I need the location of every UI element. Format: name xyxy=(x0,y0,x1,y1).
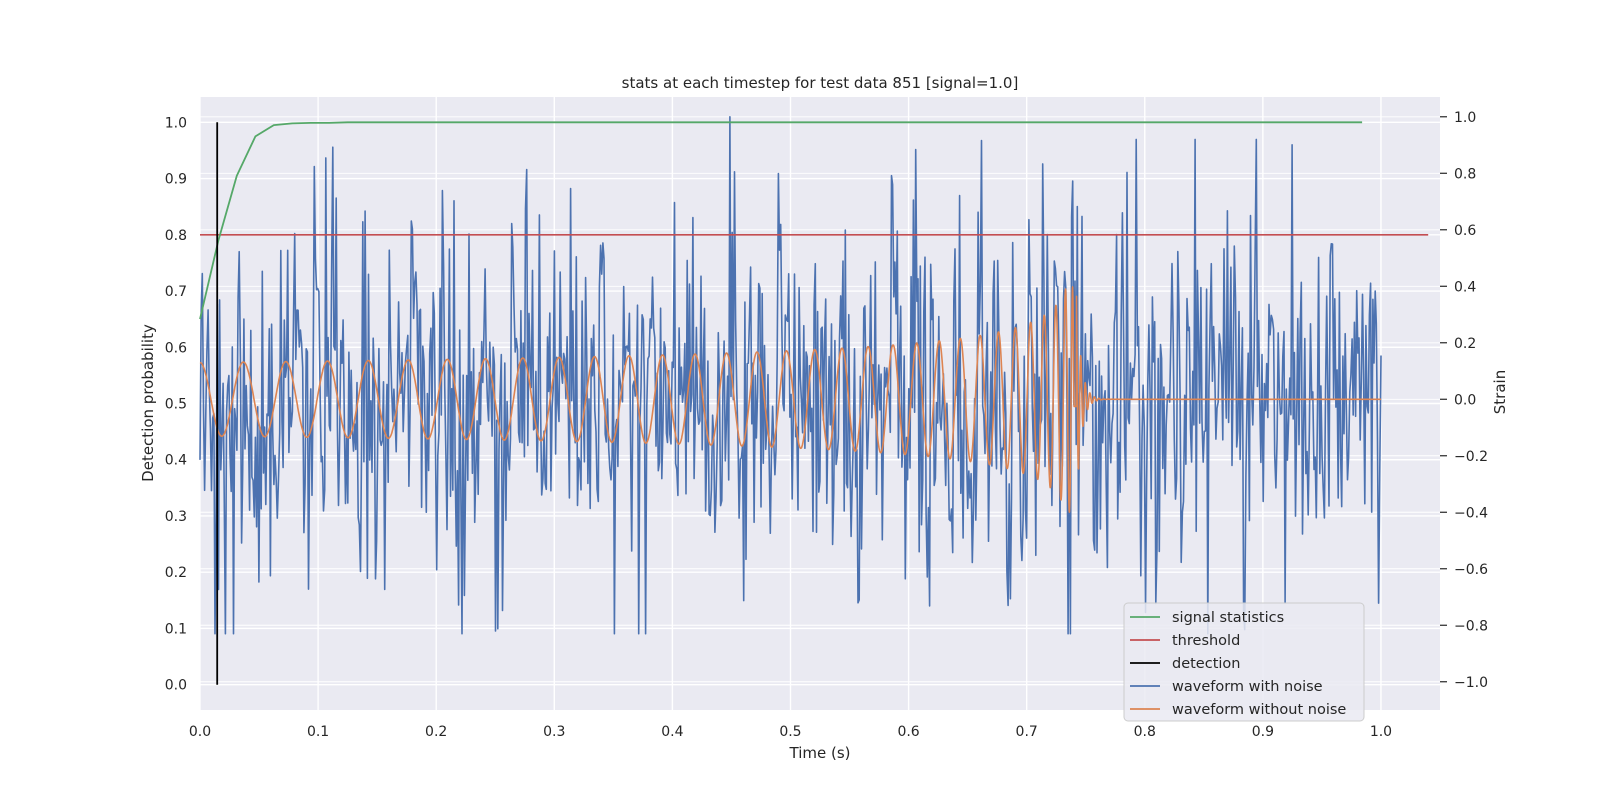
y-tick-label: 0.2 xyxy=(165,565,187,581)
x-tick-label: 0.4 xyxy=(661,724,683,740)
waveform-with-noise-line xyxy=(199,116,1382,635)
x-tick-label: 0.8 xyxy=(1134,724,1156,740)
x-tick-label: 0.1 xyxy=(307,724,329,740)
y2-tick-label: 0.2 xyxy=(1454,336,1476,352)
y-tick-label: 0.7 xyxy=(165,284,187,300)
y-tick-label: 0.6 xyxy=(165,340,187,356)
legend-box xyxy=(1123,602,1365,722)
x-tick-label: 0.0 xyxy=(189,724,211,740)
y2-tick-label: −0.4 xyxy=(1454,505,1488,521)
legend-label: waveform without noise xyxy=(1172,702,1346,718)
y-tick-label: 0.1 xyxy=(165,621,187,637)
y2-tick-label: −0.6 xyxy=(1454,562,1488,578)
waveform-without-noise-line xyxy=(199,286,1382,514)
y2-axis-label: Strain xyxy=(1491,370,1509,414)
y-tick-label: 0.3 xyxy=(165,509,187,525)
y-tick-label: 0.0 xyxy=(165,678,187,694)
y-tick-label: 1.0 xyxy=(165,115,187,131)
y2-tick-label: −1.0 xyxy=(1454,675,1488,691)
y2-tick-label: −0.8 xyxy=(1454,618,1488,634)
chart-title: stats at each timestep for test data 851… xyxy=(622,74,1019,92)
legend-label: waveform with noise xyxy=(1172,679,1323,695)
x-axis-label: Time (s) xyxy=(789,744,851,762)
series-layer xyxy=(199,116,1429,685)
y2-tick-label: 0.4 xyxy=(1454,279,1476,295)
x-tick-label: 0.6 xyxy=(897,724,919,740)
x-tick-label: 1.0 xyxy=(1370,724,1392,740)
y2-tick-label: 1.0 xyxy=(1454,110,1476,126)
y2-tick-label: 0.0 xyxy=(1454,392,1476,408)
signal-statistics-line xyxy=(199,121,1363,320)
x-tick-label: 0.7 xyxy=(1016,724,1038,740)
y2-tick-label: 0.8 xyxy=(1454,166,1476,182)
y-tick-label: 0.5 xyxy=(165,397,187,413)
y-axis-label: Detection probability xyxy=(139,324,157,482)
legend-label: signal statistics xyxy=(1172,610,1284,626)
y2-tick-label: 0.6 xyxy=(1454,223,1476,239)
y2-tick-label: −0.2 xyxy=(1454,449,1488,465)
x-tick-label: 0.9 xyxy=(1252,724,1274,740)
legend: signal statistics threshold detection wavef… xyxy=(1123,602,1365,722)
legend-label: detection xyxy=(1172,656,1240,672)
x-tick-label: 0.2 xyxy=(425,724,447,740)
y-tick-label: 0.4 xyxy=(165,453,187,469)
legend-label: threshold xyxy=(1172,633,1240,649)
x-tick-label: 0.3 xyxy=(543,724,565,740)
x-tick-label: 0.5 xyxy=(779,724,801,740)
ticks-layer: 0.0 0.1 0.2 0.3 0.4 0.5 0.6 0.7 0.8 0.9 1.0 0.0 0.1 0… xyxy=(165,110,1488,740)
y-tick-label: 0.9 xyxy=(165,172,187,188)
y-tick-label: 0.8 xyxy=(165,228,187,244)
